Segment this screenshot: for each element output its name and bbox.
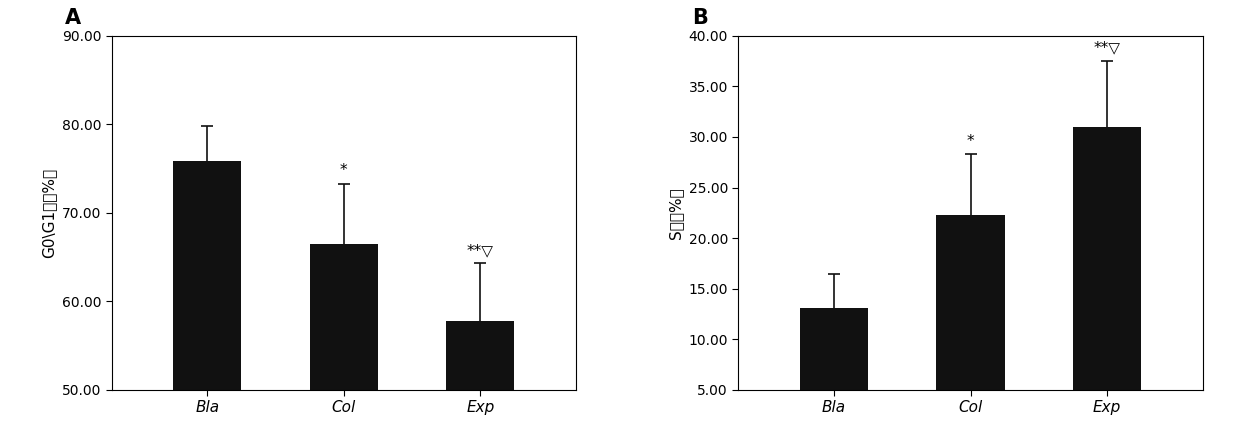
Text: **▽: **▽ (1094, 41, 1121, 56)
Text: *: * (340, 163, 347, 178)
Y-axis label: S期（%）: S期（%） (668, 187, 683, 239)
Bar (310, 244, 378, 390)
Text: *: * (967, 134, 975, 149)
Text: A: A (66, 8, 82, 27)
Bar (174, 161, 242, 390)
Bar (936, 215, 1004, 390)
Bar (800, 308, 868, 390)
Bar (1073, 127, 1141, 390)
Bar (446, 321, 515, 390)
Text: B: B (692, 8, 708, 27)
Text: **▽: **▽ (466, 243, 494, 258)
Y-axis label: G0\G1期（%）: G0\G1期（%） (41, 168, 56, 258)
